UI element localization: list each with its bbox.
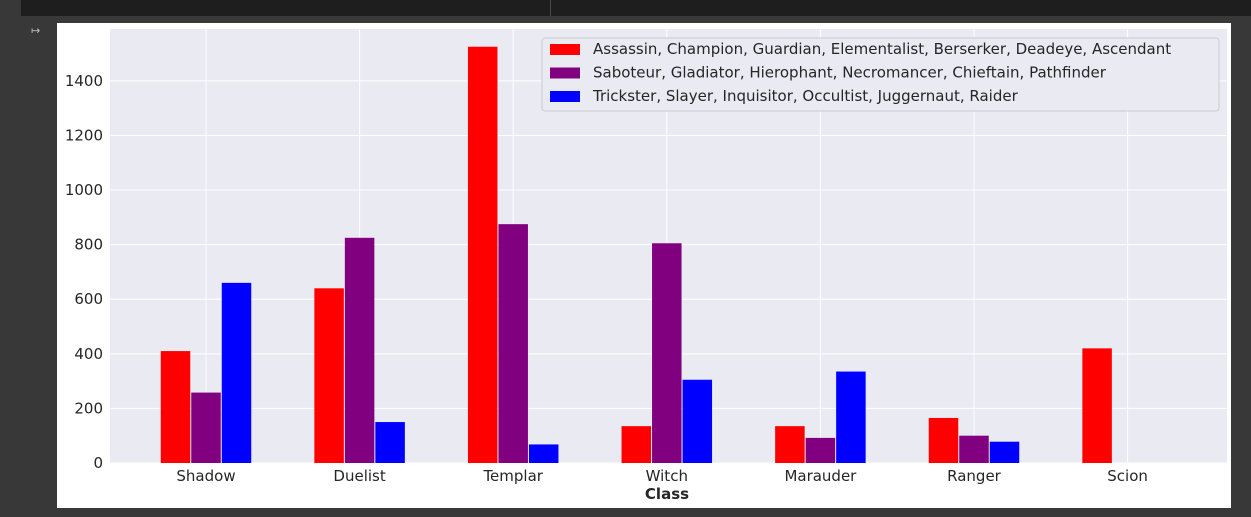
bar [775, 426, 805, 463]
bar [805, 437, 836, 463]
bar [160, 351, 191, 463]
bar [221, 282, 252, 463]
bar [375, 422, 405, 463]
y-tick-label: 400 [74, 345, 103, 363]
y-tick-label: 200 [74, 399, 103, 417]
x-tick-label: Templar [482, 467, 543, 485]
bar [959, 435, 989, 463]
x-tick-label: Witch [646, 467, 688, 485]
x-axis-label: Class [645, 485, 689, 503]
figure-output: 0 200 400 600 800 1000 1200 1400 Shadow Duelist T… [57, 23, 1231, 508]
legend-frame [541, 37, 1220, 112]
y-tick-label: 1400 [65, 72, 103, 90]
bar [989, 441, 1020, 463]
legend-label: Assassin, Champion, Guardian, Elementali… [593, 40, 1171, 58]
x-tick-label: Duelist [333, 467, 385, 485]
legend: Assassin, Champion, Guardian, Elementali… [541, 37, 1220, 112]
bar [314, 288, 344, 463]
bar [836, 371, 866, 463]
y-tick-label: 1200 [65, 126, 103, 144]
y-tick-label: 600 [74, 290, 103, 308]
legend-label: Trickster, Slayer, Inquisitor, Occultist… [592, 87, 1019, 105]
y-axis: 0 200 400 600 800 1000 1200 1400 [65, 72, 103, 472]
x-tick-label: Scion [1107, 467, 1148, 485]
x-axis: Shadow Duelist Templar Witch Marauder Ranger S… [176, 467, 1148, 485]
legend-swatch [550, 91, 580, 102]
bar-chart: 0 200 400 600 800 1000 1200 1400 Shadow Duelist T… [65, 29, 1227, 503]
bar [652, 243, 682, 463]
bar [344, 237, 375, 463]
bar [1082, 348, 1112, 463]
bar [682, 379, 713, 463]
x-tick-label: Ranger [947, 467, 1002, 485]
y-tick-label: 800 [74, 236, 103, 254]
bar [191, 392, 221, 463]
legend-swatch [550, 67, 580, 79]
x-tick-label: Marauder [784, 467, 857, 485]
bar [467, 46, 498, 464]
bar [528, 444, 559, 463]
legend-swatch [550, 44, 580, 55]
bar [621, 426, 652, 463]
legend-label: Saboteur, Gladiator, Hierophant, Necroma… [593, 64, 1107, 82]
output-icon[interactable]: ↦ [31, 24, 41, 37]
strip-divider [550, 0, 551, 16]
y-tick-label: 0 [93, 454, 103, 472]
bars [160, 46, 1112, 464]
previous-cell-strip [21, 0, 1251, 16]
bar [498, 224, 528, 463]
x-tick-label: Shadow [176, 467, 235, 485]
cell-gutter [0, 0, 21, 517]
y-tick-label: 1000 [65, 181, 103, 199]
bar [928, 417, 959, 463]
